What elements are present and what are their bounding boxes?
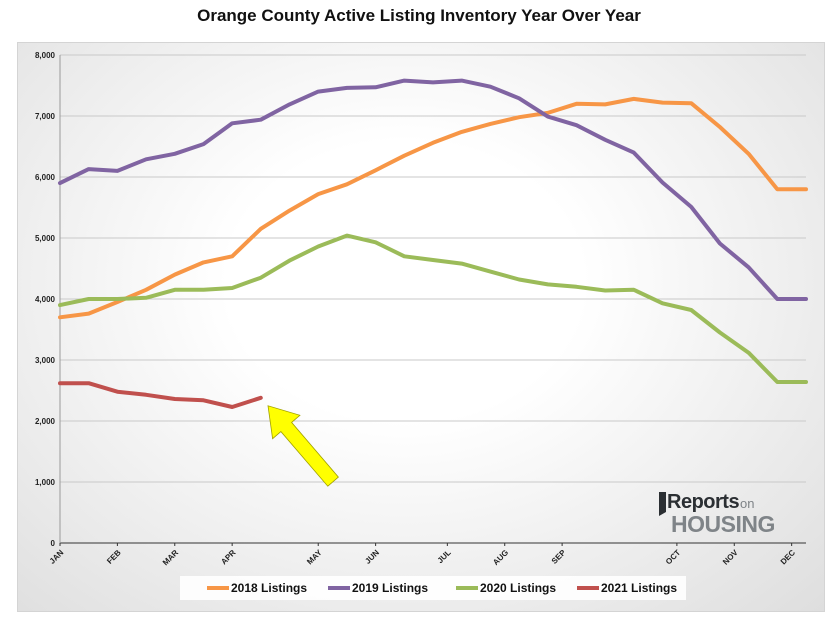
legend-label: 2020 Listings — [480, 581, 556, 595]
x-axis: JAN FEB MAR APR MAY JUN JUL AUG SEP OCT NOV DEC — [48, 543, 797, 567]
x-tick-label: DEC — [779, 548, 797, 566]
x-tick-label: JUN — [363, 548, 381, 566]
x-tick-label: MAY — [305, 548, 324, 567]
x-tick-label: APR — [219, 548, 237, 566]
x-tick-label: AUG — [491, 548, 510, 567]
logo-line1: Reports — [667, 491, 739, 513]
annotation-arrow — [267, 405, 339, 487]
y-tick-label: 5,000 — [35, 234, 56, 243]
series-layer — [58, 78, 808, 409]
y-tick-label: 4,000 — [35, 295, 56, 304]
legend-label: 2018 Listings — [231, 581, 307, 595]
y-tick-label: 8,000 — [35, 51, 56, 60]
series-line-4 — [58, 381, 263, 409]
x-tick-label: OCT — [664, 548, 682, 566]
y-tick-label: 7,000 — [35, 112, 56, 121]
chart-frame — [17, 42, 825, 612]
chart-title: Orange County Active Listing Inventory Y… — [197, 6, 641, 25]
series-line-3 — [58, 233, 808, 384]
logo-mark-icon — [659, 492, 666, 516]
logo-line2: HOUSING — [671, 511, 775, 537]
logo-line1-small: on — [740, 496, 754, 511]
y-tick-label: 0 — [51, 539, 56, 548]
y-tick-label: 2,000 — [35, 417, 56, 426]
y-tick-label: 6,000 — [35, 173, 56, 182]
x-tick-label: JAN — [48, 548, 66, 566]
legend: 2018 Listings 2019 Listings 2020 Listings 2… — [180, 576, 686, 600]
series-line-1 — [58, 96, 808, 320]
y-axis: 0 1,000 2,000 3,000 4,000 5,000 6,000 7,000 8,00… — [35, 51, 56, 548]
legend-label: 2019 Listings — [352, 581, 428, 595]
x-tick-label: JUL — [436, 548, 453, 565]
grid-layer — [59, 54, 806, 544]
x-tick-label: NOV — [721, 548, 740, 567]
legend-box — [180, 576, 686, 600]
legend-label: 2021 Listings — [601, 581, 677, 595]
y-tick-label: 3,000 — [35, 356, 56, 365]
reports-on-housing-logo: Reports on HOUSING — [659, 491, 775, 537]
series-line-2 — [58, 78, 808, 301]
x-tick-label: MAR — [161, 548, 180, 567]
x-tick-label: SEP — [550, 548, 568, 566]
x-tick-label: FEB — [105, 548, 123, 566]
y-tick-label: 1,000 — [35, 478, 56, 487]
